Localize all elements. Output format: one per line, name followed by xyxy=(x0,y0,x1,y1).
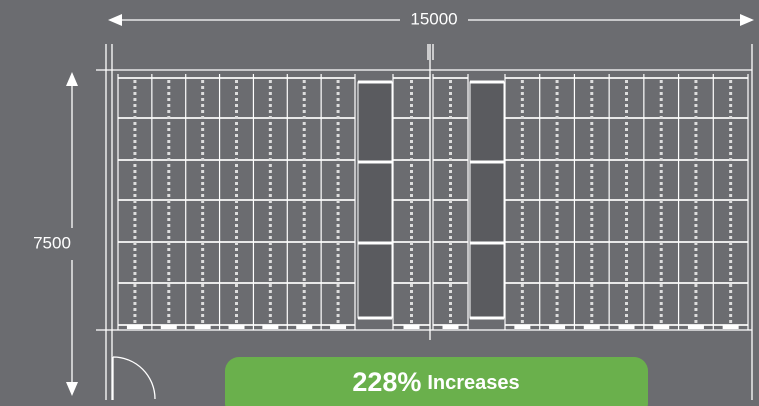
arrowheads xyxy=(66,14,754,396)
pallet-foot xyxy=(442,325,459,329)
pallet-foot xyxy=(618,325,635,329)
pallet-foot xyxy=(330,325,347,329)
pallet-foot xyxy=(549,325,566,329)
dimension-lines xyxy=(71,19,753,400)
badge-text: 228% Increases xyxy=(352,367,519,397)
pallet-foot xyxy=(653,325,670,329)
pallet-foot xyxy=(514,325,531,329)
pallet-foot xyxy=(228,325,245,329)
pallet-foot xyxy=(687,325,704,329)
pallet-foot xyxy=(583,325,600,329)
racks xyxy=(96,44,752,340)
arrowhead xyxy=(66,382,78,396)
width-label: 15000 xyxy=(410,9,457,28)
pallet-foot xyxy=(296,325,313,329)
arrowhead xyxy=(740,14,754,26)
badge-value: 228% xyxy=(352,367,421,397)
pallet-foot xyxy=(722,325,739,329)
door xyxy=(112,356,156,400)
pallet-foot xyxy=(160,325,177,329)
arrowhead xyxy=(66,72,78,86)
pallet-foot xyxy=(262,325,279,329)
badge xyxy=(225,357,648,406)
arrowhead xyxy=(108,14,122,26)
aisle xyxy=(469,81,505,319)
aisle xyxy=(357,81,393,319)
pallet-foot xyxy=(403,325,420,329)
badge-label: Increases xyxy=(427,372,519,394)
pallet-foot xyxy=(194,325,211,329)
height-label: 7500 xyxy=(33,233,71,252)
pallet-foot xyxy=(126,325,143,329)
